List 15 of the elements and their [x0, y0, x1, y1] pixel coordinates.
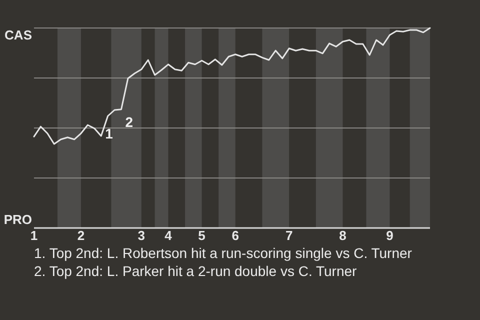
x-tick-label: 5 [198, 228, 206, 244]
annotation: 2 [125, 114, 134, 130]
x-tick-label: 2 [77, 228, 85, 244]
text: PRO [4, 212, 32, 228]
x-tick-label: 7 [285, 228, 293, 244]
x-tick-label: 3 [138, 228, 146, 244]
x-tick-label: 1 [30, 228, 38, 244]
x-tick-label: 6 [232, 228, 239, 244]
x-tick-label: 8 [339, 228, 346, 244]
text: 1. Top 2nd: L. Robertson hit a run-scoring single vs C. Turner [34, 245, 412, 261]
text: 2. Top 2nd: L. Parker hit a 2-run double vs C. Turner [34, 263, 358, 279]
text: CAS [4, 28, 32, 43]
x-tick-label: 9 [386, 228, 394, 244]
annotation: 1 [105, 126, 114, 142]
x-tick-label: 4 [164, 228, 173, 244]
